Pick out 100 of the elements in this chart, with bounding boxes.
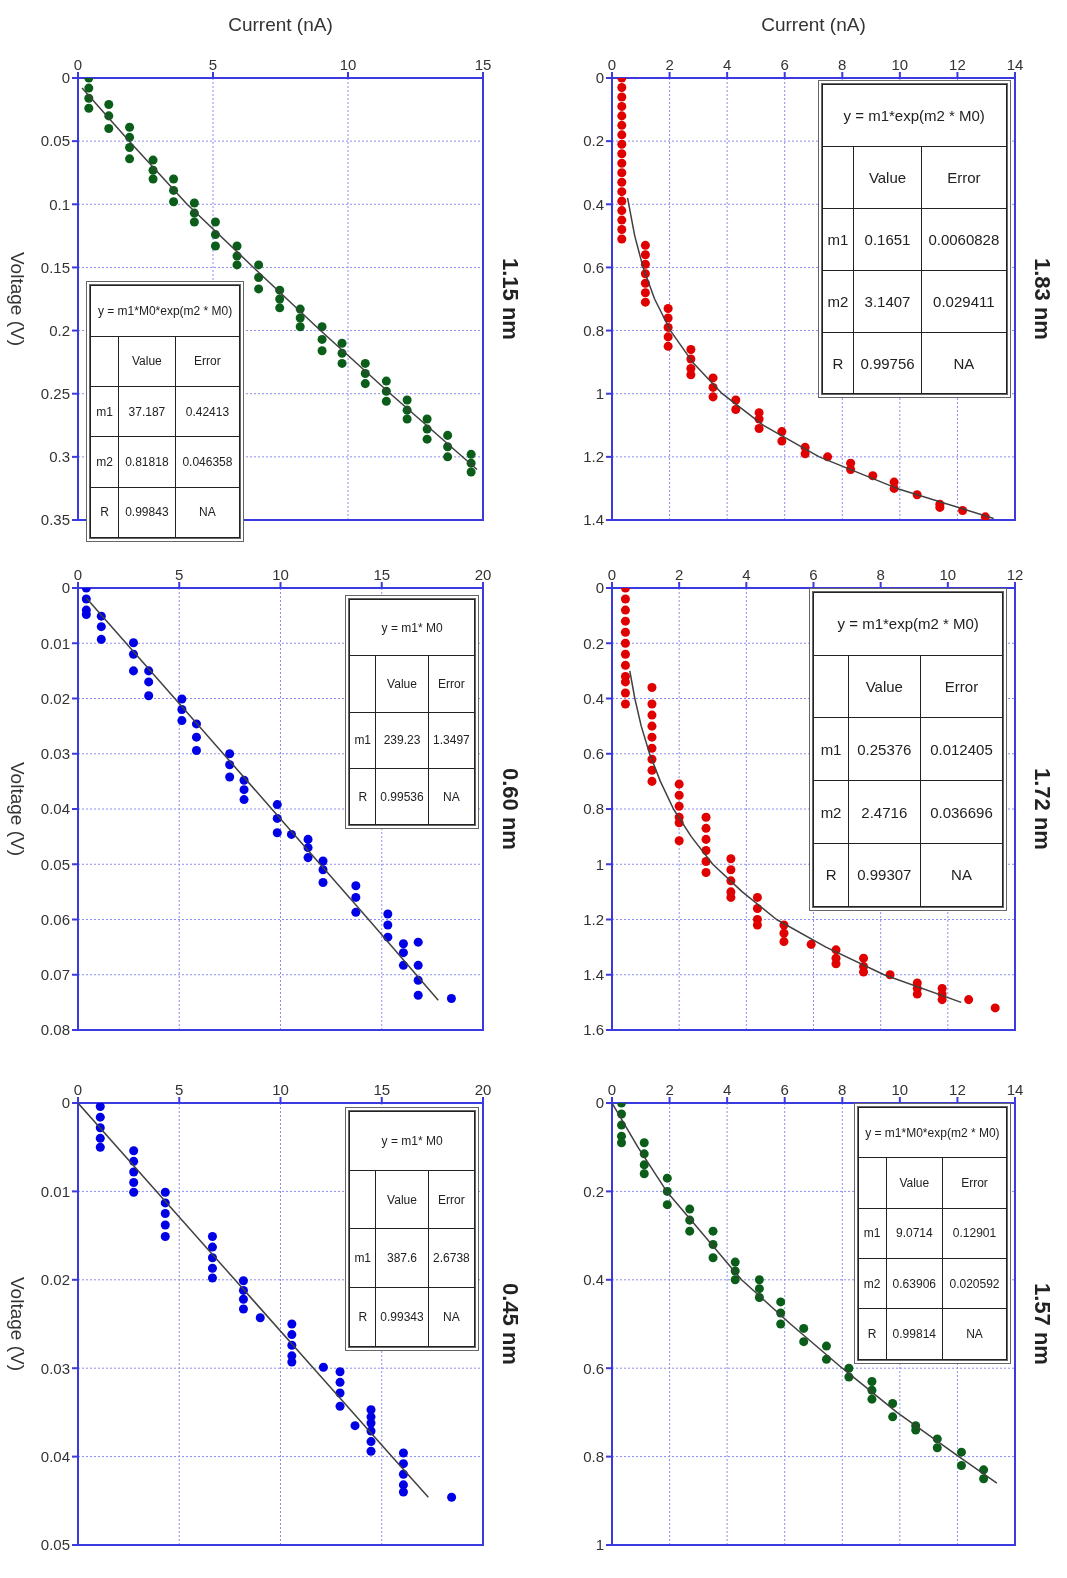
point (366, 1437, 376, 1447)
point (96, 622, 106, 632)
point (686, 345, 696, 355)
point (255, 1313, 265, 1323)
point (95, 1112, 105, 1122)
point (730, 1257, 740, 1267)
x-tick-label: 0 (607, 1081, 617, 1098)
point (238, 1304, 248, 1314)
point (318, 1362, 328, 1372)
x-tick-label: 12 (949, 1081, 966, 1098)
point (360, 358, 370, 368)
annotation: y = m1*M0*exp(m2 * M0) (858, 1107, 1007, 1158)
y-tick-label: 0.3 (49, 448, 70, 466)
point (125, 142, 135, 152)
point (413, 937, 423, 947)
point (466, 467, 476, 477)
x-tick-label: 10 (272, 566, 289, 583)
point (708, 1253, 718, 1263)
point (639, 1169, 649, 1179)
annotation: Value (375, 655, 429, 713)
point (663, 341, 673, 351)
point (731, 404, 741, 415)
x-tick-label: 20 (474, 566, 492, 583)
annotation: m2 (858, 1258, 887, 1309)
point (956, 1460, 966, 1470)
point (888, 1399, 898, 1409)
y-tick-label: 0.2 (583, 1182, 604, 1200)
point (383, 909, 393, 919)
x-tick-label: 8 (876, 566, 885, 583)
point (686, 370, 696, 380)
point (225, 772, 235, 782)
point (177, 716, 187, 726)
point (422, 434, 432, 444)
point (272, 828, 282, 838)
annotation: 0.42413 (175, 386, 240, 437)
point (128, 666, 138, 676)
point (351, 907, 361, 917)
point (640, 240, 650, 250)
y-tick-label: 0.35 (40, 511, 70, 529)
y-tick-label: 0.1 (49, 195, 70, 213)
y-axis-title: Voltage (V) (6, 1276, 28, 1373)
x-tick-label: 12 (949, 56, 966, 73)
point (662, 1173, 672, 1183)
point (381, 376, 391, 386)
point (639, 1160, 649, 1170)
point (207, 1263, 217, 1273)
x-tick-label: 5 (208, 56, 218, 73)
x-tick-label: 12 (1006, 566, 1024, 583)
text: 1.72 nm (1029, 767, 1055, 852)
y-tick-label: 0.2 (583, 132, 604, 150)
point (663, 303, 673, 313)
point (398, 1459, 408, 1469)
point (617, 130, 627, 140)
point (617, 234, 627, 244)
point (295, 313, 305, 323)
annotation: 0.99307 (848, 843, 921, 907)
point (104, 124, 114, 134)
point (225, 749, 235, 759)
point (640, 288, 650, 298)
point (160, 1187, 170, 1197)
y-tick-label: 0.02 (40, 689, 70, 707)
y-tick-label: 0.08 (40, 1021, 70, 1039)
point (754, 1284, 764, 1294)
x-tick-label: 2 (674, 566, 684, 583)
y-tick-label: 1 (595, 855, 604, 873)
annotation: m1 (858, 1208, 887, 1259)
annotation: 0.036696 (920, 780, 1003, 844)
y-tick-label: 0.15 (40, 258, 70, 276)
annotation: 0.1651 (853, 208, 922, 271)
annotation: 0.0060828 (921, 208, 1007, 271)
x-tick-label: 15 (474, 56, 492, 73)
x-tick-label: 6 (809, 566, 818, 583)
point (275, 294, 285, 304)
point (351, 881, 361, 891)
y-tick-label: 0.8 (583, 321, 604, 339)
point (617, 149, 627, 159)
x-axis-title: Current (nA) (760, 14, 867, 36)
point (617, 225, 627, 235)
point (979, 1474, 989, 1484)
point (776, 1319, 786, 1329)
y-tick-label: 0.6 (583, 258, 604, 276)
x-tick-label: 4 (722, 1081, 732, 1098)
y-tick-label: 0 (595, 579, 604, 597)
point (144, 691, 154, 701)
annotation: Error (921, 146, 1007, 209)
point (443, 430, 453, 440)
annotation: y = m1*M0*exp(m2 * M0) (90, 285, 240, 337)
point (317, 346, 327, 356)
point (402, 395, 412, 405)
annotation: Value (886, 1157, 943, 1209)
x-tick-label: 5 (175, 1081, 184, 1098)
point (708, 1226, 718, 1236)
point (685, 1204, 695, 1214)
annotation: Value (848, 655, 921, 718)
point (272, 800, 282, 810)
annotation: m1 (349, 712, 376, 769)
text: 0.45 nm (497, 1282, 523, 1367)
y-tick-label: 1 (595, 385, 604, 403)
annotation: R (349, 1287, 376, 1346)
text: 1.83 nm (1029, 257, 1055, 342)
